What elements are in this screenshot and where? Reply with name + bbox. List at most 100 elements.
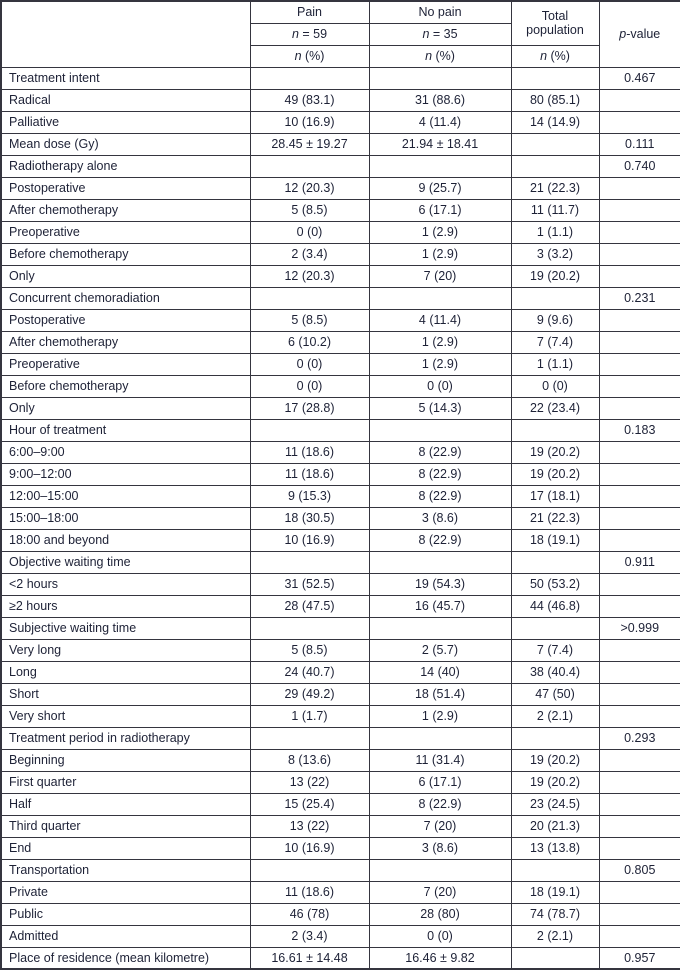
- p-value-cell: >0.999: [598, 616, 680, 640]
- p-value-cell: [598, 572, 680, 596]
- row-label: End: [0, 836, 251, 860]
- row-label: Before chemotherapy: [0, 374, 251, 398]
- p-value-cell: [598, 396, 680, 420]
- pain-value-cell: 5 (8.5): [249, 198, 370, 222]
- total-value-cell: 50 (53.2): [510, 572, 600, 596]
- pain-value-cell: 10 (16.9): [249, 110, 370, 134]
- no-pain-value-cell: 0 (0): [368, 374, 512, 398]
- total-value-cell: 13 (13.8): [510, 836, 600, 860]
- table-row: Long 24 (40.7) 14 (40) 38 (40.4): [0, 660, 680, 684]
- total-value-cell: 23 (24.5): [510, 792, 600, 816]
- n-rest: = 35: [429, 26, 458, 41]
- no-pain-value-cell: [368, 726, 512, 750]
- total-value-cell: 7 (7.4): [510, 638, 600, 662]
- p-value-cell: [598, 220, 680, 244]
- table-row: Place of residence (mean kilometre) 16.61…: [0, 946, 680, 970]
- p-value-cell: [598, 352, 680, 376]
- total-value-cell: 3 (3.2): [510, 242, 600, 266]
- total-value-cell: 18 (19.1): [510, 528, 600, 552]
- row-label: Short: [0, 682, 251, 706]
- row-label: Objective waiting time: [0, 550, 251, 574]
- p-value-cell: 0.293: [598, 726, 680, 750]
- no-pain-value-cell: 31 (88.6): [368, 88, 512, 112]
- no-pain-value-cell: 1 (2.9): [368, 704, 512, 728]
- row-label: After chemotherapy: [0, 198, 251, 222]
- total-value-cell: 17 (18.1): [510, 484, 600, 508]
- no-pain-value-cell: [368, 154, 512, 178]
- row-label: 15:00–18:00: [0, 506, 251, 530]
- n-italic: n: [294, 48, 302, 63]
- total-value-cell: 21 (22.3): [510, 176, 600, 200]
- table-row: Very short 1 (1.7) 1 (2.9) 2 (2.1): [0, 704, 680, 728]
- p-value-cell: [598, 528, 680, 552]
- row-label: Palliative: [0, 110, 251, 134]
- p-value-cell: [598, 638, 680, 662]
- table-row: Postoperative 5 (8.5) 4 (11.4) 9 (9.6): [0, 308, 680, 332]
- header-p-value: p-value: [598, 0, 680, 68]
- pain-value-cell: 12 (20.3): [249, 176, 370, 200]
- no-pain-value-cell: 7 (20): [368, 814, 512, 838]
- row-label: ≥2 hours: [0, 594, 251, 618]
- row-label: Mean dose (Gy): [0, 132, 251, 156]
- total-value-cell: [510, 418, 600, 442]
- pain-value-cell: 24 (40.7): [249, 660, 370, 684]
- header-total-population: Total population: [510, 0, 600, 46]
- p-value-cell: [598, 792, 680, 816]
- row-label: Preoperative: [0, 352, 251, 376]
- row-label: 12:00–15:00: [0, 484, 251, 508]
- no-pain-value-cell: 9 (25.7): [368, 176, 512, 200]
- p-value-cell: [598, 924, 680, 948]
- total-value-cell: 14 (14.9): [510, 110, 600, 134]
- row-label: Very short: [0, 704, 251, 728]
- table-row: Admitted 2 (3.4) 0 (0) 2 (2.1): [0, 924, 680, 948]
- no-pain-value-cell: 16.46 ± 9.82: [368, 946, 512, 970]
- table-row: Preoperative 0 (0) 1 (2.9) 1 (1.1): [0, 220, 680, 244]
- pain-value-cell: 2 (3.4): [249, 242, 370, 266]
- total-value-cell: 9 (9.6): [510, 308, 600, 332]
- no-pain-value-cell: 8 (22.9): [368, 462, 512, 486]
- total-value-cell: 47 (50): [510, 682, 600, 706]
- no-pain-value-cell: 18 (51.4): [368, 682, 512, 706]
- total-value-cell: 80 (85.1): [510, 88, 600, 112]
- row-label: First quarter: [0, 770, 251, 794]
- pain-value-cell: 17 (28.8): [249, 396, 370, 420]
- pain-value-cell: 16.61 ± 14.48: [249, 946, 370, 970]
- header-pain-pct: n (%): [249, 44, 370, 68]
- no-pain-value-cell: 8 (22.9): [368, 528, 512, 552]
- row-label: Treatment intent: [0, 66, 251, 90]
- row-label: Half: [0, 792, 251, 816]
- pain-value-cell: [249, 154, 370, 178]
- pain-value-cell: 1 (1.7): [249, 704, 370, 728]
- pain-value-cell: 49 (83.1): [249, 88, 370, 112]
- pain-value-cell: 10 (16.9): [249, 528, 370, 552]
- p-value-cell: [598, 902, 680, 926]
- no-pain-value-cell: 0 (0): [368, 924, 512, 948]
- pain-value-cell: 29 (49.2): [249, 682, 370, 706]
- n-italic: n: [291, 26, 299, 41]
- pain-value-cell: [249, 726, 370, 750]
- table-row: Half 15 (25.4) 8 (22.9) 23 (24.5): [0, 792, 680, 816]
- table-row: Beginning 8 (13.6) 11 (31.4) 19 (20.2): [0, 748, 680, 772]
- header-row-counts: n = 59 n = 35: [1, 22, 680, 46]
- no-pain-value-cell: 8 (22.9): [368, 792, 512, 816]
- pain-value-cell: 6 (10.2): [249, 330, 370, 354]
- total-value-cell: 19 (20.2): [510, 748, 600, 772]
- row-label: Long: [0, 660, 251, 684]
- header-no-pain-pct: n (%): [368, 44, 512, 68]
- pain-value-cell: 5 (8.5): [249, 308, 370, 332]
- total-value-cell: 1 (1.1): [510, 220, 600, 244]
- total-value-cell: [510, 726, 600, 750]
- table-row: Objective waiting time 0.911: [0, 550, 680, 574]
- total-value-cell: 38 (40.4): [510, 660, 600, 684]
- table-row: Public 46 (78) 28 (80) 74 (78.7): [0, 902, 680, 926]
- pain-value-cell: 18 (30.5): [249, 506, 370, 530]
- p-value-cell: 0.231: [598, 286, 680, 310]
- total-value-cell: 11 (11.7): [510, 198, 600, 222]
- pain-value-cell: 31 (52.5): [249, 572, 370, 596]
- row-label: Beginning: [0, 748, 251, 772]
- table-row: Treatment intent 0.467: [0, 66, 680, 90]
- pain-value-cell: 46 (78): [249, 902, 370, 926]
- total-value-cell: 19 (20.2): [510, 440, 600, 464]
- pct-rest: (%): [547, 48, 570, 63]
